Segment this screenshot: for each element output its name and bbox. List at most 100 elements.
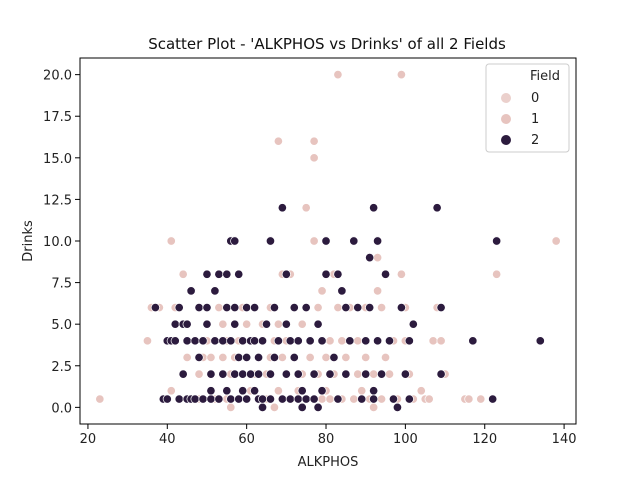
data-point-field-2	[214, 394, 224, 404]
data-point-field-1	[551, 236, 561, 246]
data-point-field-2	[281, 319, 291, 329]
data-point-field-1	[357, 386, 367, 396]
data-point-field-1	[277, 352, 287, 363]
data-point-field-2	[210, 286, 220, 296]
data-point-field-2	[329, 352, 339, 363]
data-point-field-1	[373, 286, 383, 296]
data-point-field-1	[380, 352, 391, 363]
data-point-field-2	[202, 302, 212, 313]
y-tick-label: 0.0	[51, 401, 72, 416]
data-point-field-2	[269, 302, 279, 313]
data-point-field-2	[238, 386, 248, 396]
data-point-field-2	[301, 302, 311, 313]
data-point-field-2	[373, 336, 383, 346]
data-point-field-2	[190, 336, 200, 346]
data-point-field-2	[436, 369, 446, 379]
data-point-field-2	[400, 369, 410, 379]
x-tick-label: 20	[80, 432, 97, 447]
data-point-field-2	[309, 369, 319, 379]
data-point-field-2	[230, 319, 240, 329]
legend-marker-2	[501, 135, 511, 145]
data-point-field-2	[198, 394, 208, 404]
data-point-field-2	[321, 236, 331, 246]
data-point-field-1	[309, 236, 319, 246]
data-point-field-1	[218, 352, 228, 363]
data-point-field-1	[377, 394, 387, 404]
data-point-field-2	[408, 319, 418, 329]
data-point-field-2	[226, 394, 236, 404]
x-axis: 20 40 60 80 100 120 140	[80, 424, 577, 447]
data-point-field-1	[273, 319, 283, 329]
data-point-field-1	[396, 70, 406, 80]
data-point-field-2	[377, 369, 387, 379]
data-point-field-2	[317, 336, 327, 346]
data-point-field-2	[230, 369, 240, 379]
data-point-field-2	[313, 402, 323, 412]
data-point-field-2	[301, 394, 311, 404]
data-point-field-2	[365, 302, 375, 313]
data-point-field-2	[250, 302, 260, 313]
data-point-field-2	[218, 369, 228, 379]
data-point-field-2	[242, 302, 252, 313]
data-point-field-2	[333, 394, 343, 404]
data-point-field-2	[285, 394, 295, 404]
data-point-field-2	[305, 336, 315, 346]
data-point-field-2	[369, 394, 379, 404]
legend-label-2: 2	[531, 133, 539, 148]
data-point-field-2	[432, 203, 442, 213]
data-point-field-2	[289, 352, 299, 363]
x-tick-label: 100	[393, 432, 418, 447]
data-point-field-2	[281, 369, 291, 379]
data-point-field-1	[269, 402, 279, 412]
data-point-field-2	[277, 394, 287, 404]
data-point-field-2	[396, 302, 406, 313]
data-point-field-1	[182, 352, 192, 363]
data-point-field-1	[353, 336, 363, 346]
y-tick-label: 17.5	[43, 110, 72, 125]
data-point-field-1	[309, 136, 319, 146]
data-point-field-2	[365, 253, 375, 263]
data-point-field-1	[206, 352, 216, 363]
data-point-field-1	[361, 352, 371, 363]
data-point-field-1	[301, 203, 311, 213]
data-point-field-2	[170, 319, 180, 329]
y-tick-label: 2.5	[51, 360, 72, 375]
legend-label-0: 0	[531, 91, 539, 106]
legend-box	[485, 63, 570, 153]
data-point-field-2	[178, 369, 188, 379]
data-point-field-1	[218, 319, 228, 329]
data-point-field-1	[333, 302, 343, 313]
data-point-field-2	[297, 402, 307, 412]
data-point-field-2	[230, 302, 240, 313]
data-point-field-2	[357, 394, 367, 404]
data-point-field-2	[242, 352, 252, 363]
data-point-field-2	[341, 302, 351, 313]
data-point-field-1	[321, 352, 331, 363]
data-point-field-1	[373, 253, 383, 263]
y-tick-label: 12.5	[43, 193, 72, 208]
data-point-field-2	[265, 394, 276, 404]
data-point-field-2	[313, 319, 323, 329]
data-point-field-2	[535, 336, 545, 346]
data-point-field-2	[404, 394, 414, 404]
data-point-field-2	[349, 236, 359, 246]
data-point-field-2	[250, 386, 260, 396]
data-point-field-1	[333, 70, 343, 80]
y-axis: 0.0 2.5 5.0 7.5 10.0 12.5 15.0 17.5 20.0	[43, 69, 80, 416]
data-point-field-2	[468, 336, 478, 346]
data-point-field-1	[492, 269, 502, 279]
data-point-field-1	[464, 394, 474, 404]
data-point-field-1	[377, 302, 387, 313]
data-point-field-2	[234, 394, 244, 404]
data-point-field-1	[353, 369, 363, 379]
data-point-field-1	[325, 336, 335, 346]
data-point-field-2	[325, 369, 335, 379]
data-point-field-1	[313, 302, 323, 313]
data-point-field-2	[436, 302, 446, 313]
data-point-field-2	[174, 302, 184, 313]
legend-marker-0	[501, 93, 511, 103]
data-point-field-2	[373, 236, 383, 246]
data-point-field-2	[206, 386, 216, 396]
x-tick-label: 40	[159, 432, 176, 447]
data-point-field-1	[305, 352, 315, 363]
